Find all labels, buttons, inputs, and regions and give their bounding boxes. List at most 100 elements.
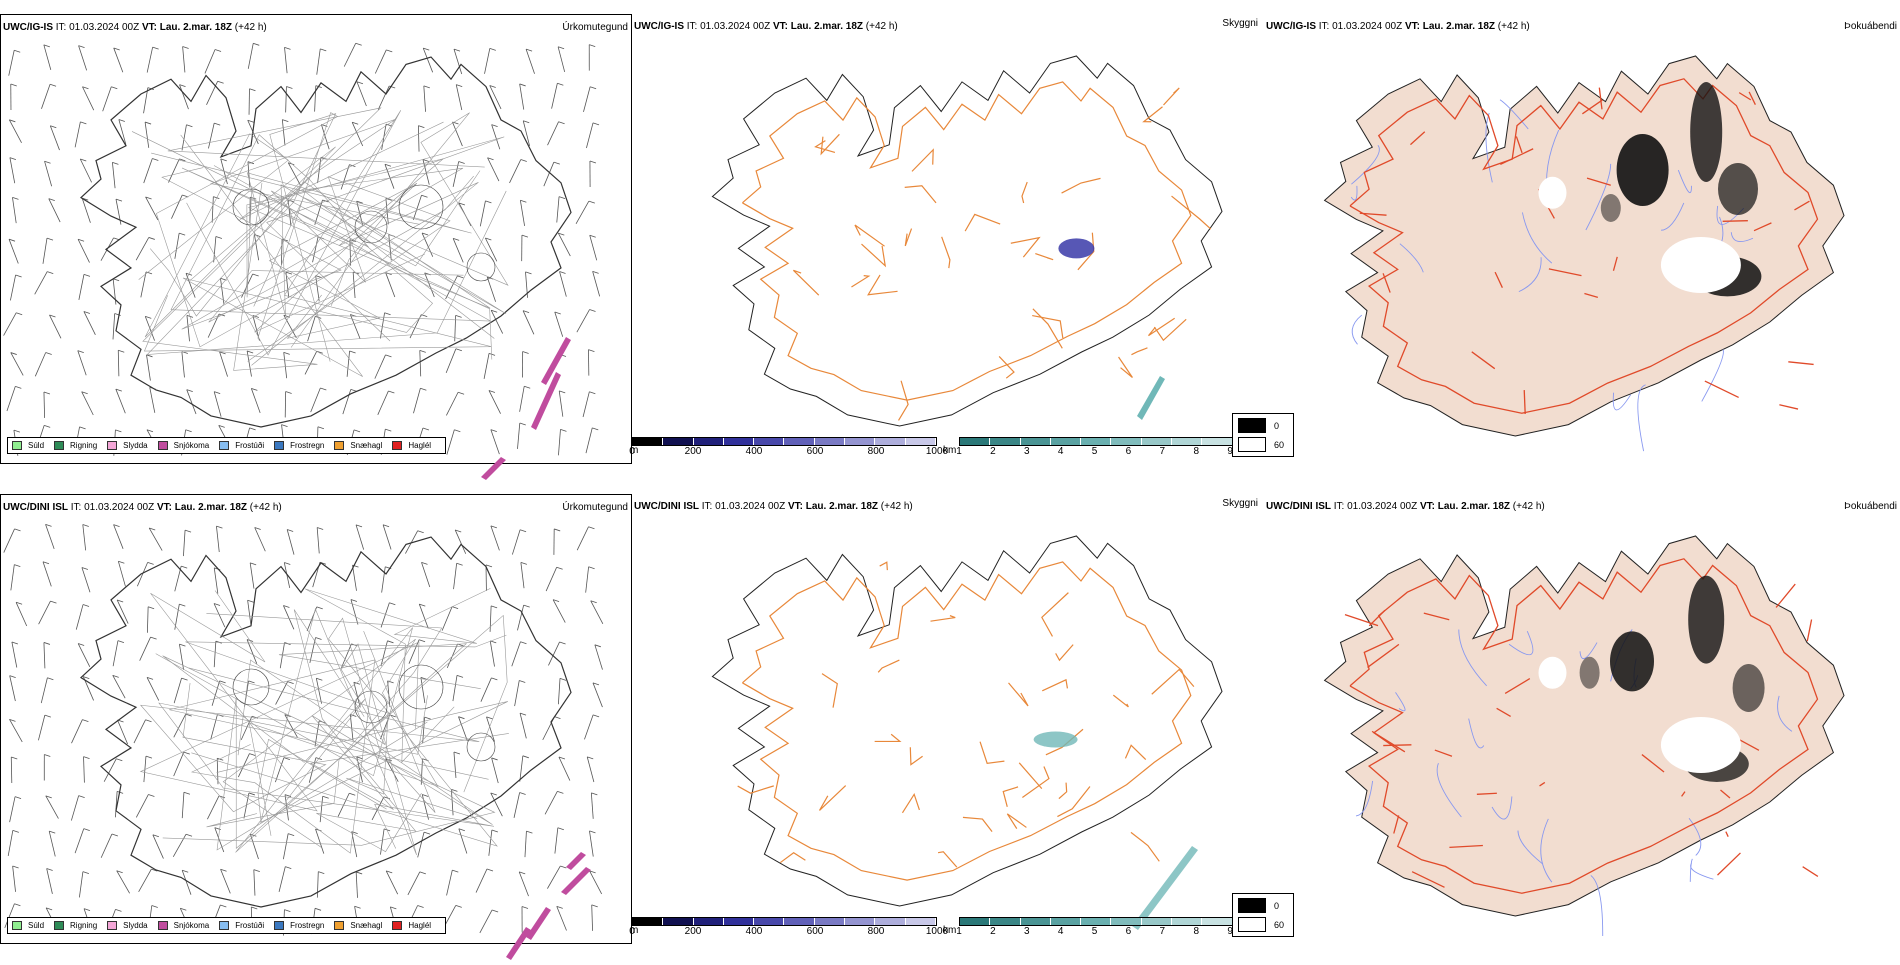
wind-barb-flag <box>50 84 56 86</box>
wind-barb <box>174 714 186 737</box>
wind-barb-flag <box>153 47 159 49</box>
wind-barb-flag <box>49 831 55 833</box>
wind-barb-flag <box>84 829 90 831</box>
visibility-panel-row1: UWC/IG-IS IT: 01.03.2024 00Z VT: Lau. 2.… <box>632 14 1264 464</box>
wind-barb <box>586 567 589 593</box>
colorbar-cell <box>1172 438 1202 445</box>
wind-barb <box>119 120 126 145</box>
fog-area <box>1688 576 1724 664</box>
wind-barb-flag <box>253 43 259 45</box>
legend-swatch <box>392 441 402 450</box>
road <box>1007 814 1026 829</box>
visibility-map <box>632 36 1262 456</box>
wind-barb-flag <box>15 797 21 799</box>
wind-barb-flag <box>420 350 426 352</box>
legend-item: Snæhagl <box>334 441 382 450</box>
wind-barb-flag <box>490 48 496 50</box>
wind-barb-flag <box>456 905 462 907</box>
colorbar-unit: km <box>943 925 956 936</box>
colorbar-cell <box>1202 918 1232 925</box>
panel-type-label: Skyggni <box>1222 18 1258 29</box>
legend-swatch <box>219 921 229 930</box>
colorbar-tick: 800 <box>868 446 885 457</box>
road <box>1035 254 1053 260</box>
wind-barb-flag <box>422 195 428 197</box>
wind-barb-flag <box>11 84 17 86</box>
wind-barb <box>418 126 419 152</box>
cloud-legend-label: 60 <box>1274 440 1284 450</box>
wind-barb-flag <box>492 758 498 760</box>
colorbar-cell <box>633 918 663 925</box>
colorbar-tick: 5 <box>1092 926 1098 937</box>
wind-barb <box>248 600 251 626</box>
wind-barb <box>446 392 458 415</box>
wind-barb <box>171 195 182 219</box>
wind-barb-flag <box>524 386 530 388</box>
wind-barb-flag <box>559 197 565 199</box>
legend-item: Súld <box>12 441 44 450</box>
glacier <box>1661 717 1741 773</box>
wind-barb <box>577 310 590 333</box>
precip-type-panel-row2: UWC/DINI ISL IT: 01.03.2024 00Z VT: Lau.… <box>0 494 632 944</box>
legend-item: Rigning <box>54 921 97 930</box>
wind-barb <box>220 352 228 377</box>
road <box>1022 182 1027 203</box>
colorbar-cell <box>754 918 784 925</box>
wind-barb-flag <box>44 425 50 427</box>
colorbar-cell <box>875 438 905 445</box>
wind-barb-flag <box>15 529 21 531</box>
wind-barb-flag <box>349 793 355 795</box>
wind-barb <box>591 793 593 819</box>
wind-barb-flag <box>186 430 192 432</box>
wind-barb <box>4 529 15 553</box>
wind-barb <box>422 562 430 587</box>
wind-barb <box>248 162 250 188</box>
colorbar-cell <box>1202 438 1232 445</box>
wind-barb <box>10 275 15 300</box>
road <box>1383 745 1411 746</box>
fog-area <box>1580 657 1600 689</box>
wind-barb <box>459 829 467 854</box>
wind-barb <box>140 637 151 661</box>
wind-barb-flag <box>112 834 118 836</box>
wind-barb <box>453 675 457 701</box>
colorbar-cell <box>1172 918 1202 925</box>
wind-barb <box>595 645 603 670</box>
wind-barb-flag <box>14 50 20 52</box>
wind-barb-flag <box>385 313 391 315</box>
wind-barb <box>488 158 499 181</box>
colorbar-tick: 2 <box>990 926 996 937</box>
wind-barb <box>593 683 602 707</box>
wind-barb-flag <box>221 159 227 161</box>
wind-barb-flag <box>249 793 255 795</box>
wind-barb-flag <box>147 355 153 357</box>
wind-barb <box>114 48 123 72</box>
wind-barb-flag <box>182 678 188 680</box>
wind-barb <box>490 606 491 632</box>
wind-barb-flag <box>592 428 598 430</box>
wind-barb-flag <box>589 45 595 47</box>
colorbar-tick: 600 <box>807 926 824 937</box>
wind-barb <box>555 312 563 337</box>
wind-barb <box>593 271 600 296</box>
wind-barb <box>591 601 603 624</box>
cloud-legend-swatch <box>1238 917 1266 932</box>
wind-barb <box>11 757 12 783</box>
colorbar-tick: 4 <box>1058 446 1064 457</box>
road <box>878 660 899 672</box>
wind-barb <box>383 525 391 550</box>
wind-barb <box>83 525 86 551</box>
wind-barb <box>84 311 96 334</box>
wind-barb-flag <box>456 349 462 351</box>
wind-barb-flag <box>179 233 185 235</box>
legend-item: Rigning <box>54 441 97 450</box>
wind-barb-flag <box>146 756 152 758</box>
wind-barb-flag <box>317 607 323 609</box>
wind-barb <box>147 677 159 700</box>
wind-barb <box>46 796 59 819</box>
wind-barb <box>79 274 84 299</box>
wind-barb-flag <box>454 752 460 754</box>
wind-barb <box>137 562 147 586</box>
wind-barb <box>454 49 462 74</box>
